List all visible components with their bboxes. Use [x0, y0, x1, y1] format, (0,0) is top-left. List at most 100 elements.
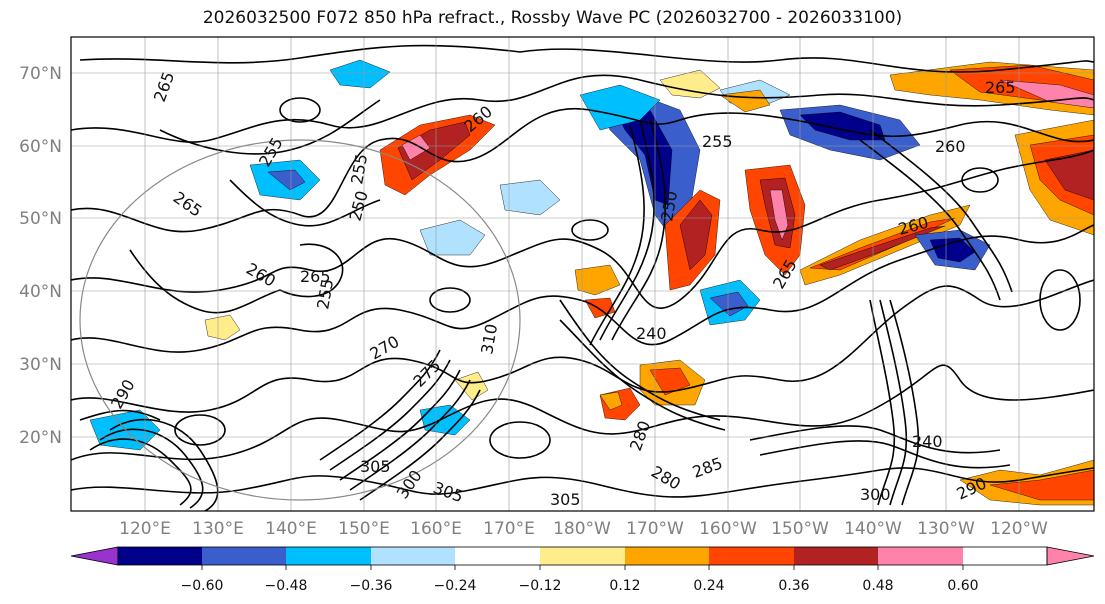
colorbar-tick-label: −0.36	[350, 578, 393, 594]
colorbar-tick-label: −0.24	[434, 578, 477, 594]
lon-label: 150°W	[771, 519, 829, 539]
anomaly-patch	[999, 79, 1094, 109]
colorbar-tick-label: 0.24	[693, 578, 724, 594]
colorbar-tick-label: 0.48	[862, 578, 893, 594]
colorbar-swatch	[118, 547, 202, 565]
contour-line	[359, 389, 481, 501]
contour-closed	[279, 97, 321, 123]
colorbar-tick-label: −0.60	[181, 578, 224, 594]
contour-label: 260	[935, 137, 966, 156]
lon-label: 160°E	[410, 519, 462, 539]
contour-label: 305	[360, 457, 391, 476]
contour-layer	[71, 44, 1094, 511]
anomaly-patch	[769, 189, 789, 241]
anomaly-patch	[679, 199, 713, 271]
contour-line	[79, 409, 161, 421]
colorbar-tick-label: 0.60	[947, 578, 978, 594]
contour-line	[611, 119, 666, 341]
anomaly-patch	[614, 109, 673, 206]
map-title: 2026032500 F072 850 hPa refract., Rossby…	[202, 8, 903, 28]
contour-line	[159, 99, 381, 155]
colorbar-tick-label: −0.48	[265, 578, 308, 594]
contour-closed	[429, 287, 471, 313]
colorbar-tick-label: 0.12	[609, 578, 640, 594]
contour-line	[329, 359, 451, 471]
lat-label: 20°N	[19, 428, 62, 448]
colorbar	[70, 546, 1095, 570]
anomaly-patch	[454, 371, 489, 401]
contour-line	[319, 349, 441, 461]
colorbar-swatch	[794, 547, 878, 565]
colorbar-extend-min	[70, 546, 119, 566]
contour-line	[869, 129, 1013, 293]
contour-label: 240	[636, 324, 667, 343]
lon-label: 170°W	[626, 519, 684, 539]
contour-label: 255	[702, 132, 733, 151]
lon-label: 130°E	[192, 519, 244, 539]
lon-label: 170°E	[483, 519, 535, 539]
contour-line	[79, 44, 521, 64]
colorbar-tick-label: 0.36	[778, 578, 809, 594]
anomaly-patch	[579, 84, 661, 131]
contour-line	[71, 224, 1094, 353]
colorbar-extend-max	[1046, 546, 1095, 566]
anomaly-patch	[1044, 149, 1094, 201]
contour-line	[71, 149, 1094, 309]
contour-line	[869, 299, 896, 506]
contour-line	[89, 438, 192, 506]
contour-closed	[961, 167, 999, 193]
lon-label: 120°E	[119, 519, 171, 539]
colorbar-labels: −0.60 −0.48 −0.36 −0.24 −0.12 0.12 0.24 …	[181, 578, 979, 594]
contour-line	[109, 418, 219, 511]
map-frame	[70, 36, 1095, 512]
contour-label: 300	[860, 485, 891, 504]
colorbar-swatch	[202, 547, 286, 565]
contour-closed	[1039, 269, 1081, 331]
contour-closed	[174, 414, 226, 446]
contour-line	[749, 425, 1001, 454]
colorbar-swatch	[878, 547, 963, 565]
contour-line	[519, 48, 1094, 73]
anomaly-patch	[649, 367, 691, 396]
lat-label: 30°N	[19, 355, 62, 375]
colorbar-swatch	[286, 547, 371, 565]
lat-label: 50°N	[19, 209, 62, 229]
latitude-labels: 70°N 60°N 50°N 40°N 30°N 20°N	[19, 64, 62, 448]
contour-line	[71, 279, 1094, 413]
contour-line	[71, 467, 1094, 498]
contour-line	[599, 119, 655, 341]
longitude-labels: 120°E 130°E 140°E 150°E 160°E 170°E 180°…	[119, 519, 1048, 539]
contour-line	[559, 299, 721, 421]
colorbar-swatch	[540, 547, 625, 565]
anomaly-patch	[929, 237, 976, 263]
lat-label: 60°N	[19, 137, 62, 157]
range-circle	[79, 139, 521, 501]
contour-line	[71, 74, 1094, 143]
contour-line	[71, 364, 1094, 461]
colorbar-swatch	[371, 547, 455, 565]
lat-label: 40°N	[19, 282, 62, 302]
anomaly-patch	[267, 169, 306, 191]
colorbar-swatch	[625, 547, 709, 565]
colorbar-swatch	[455, 547, 540, 565]
lon-label: 160°W	[699, 519, 757, 539]
lat-label: 70°N	[19, 64, 62, 84]
anomaly-patch	[574, 264, 621, 296]
contour-line	[589, 124, 645, 346]
anomaly-patch	[989, 469, 1094, 501]
contour-label: 265	[985, 78, 1016, 97]
contour-line	[339, 369, 461, 481]
lon-label: 150°E	[338, 519, 390, 539]
contour-line	[349, 379, 471, 491]
contour-closed	[489, 421, 551, 459]
lon-label: 180°W	[553, 519, 611, 539]
contour-line	[879, 299, 908, 506]
lon-label: 140°W	[844, 519, 902, 539]
anomaly-patch	[819, 225, 946, 271]
colorbar-swatch	[709, 547, 794, 565]
contour-label: 265	[300, 267, 331, 286]
contour-line	[759, 440, 1011, 469]
contour-label: 305	[550, 490, 581, 509]
anomaly-patch	[204, 314, 241, 341]
